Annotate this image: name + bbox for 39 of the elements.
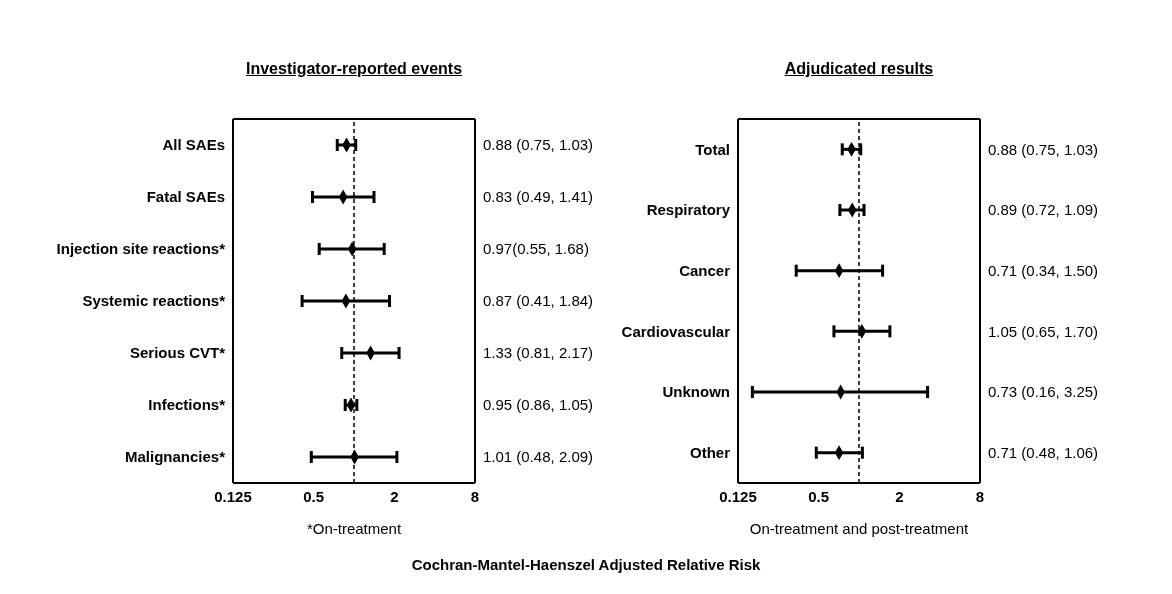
data-label: 0.83 (0.49, 1.41) <box>483 188 594 206</box>
data-label: 1.05 (0.65, 1.70) <box>988 322 1099 340</box>
y-tick-label: Malignancies* <box>124 448 226 466</box>
y-tick-label: All SAEs <box>162 136 225 154</box>
y-tick-label: Infections* <box>148 396 226 414</box>
data-label: 0.95 (0.86, 1.05) <box>483 396 594 414</box>
data-label: 0.97(0.55, 1.68) <box>483 240 589 258</box>
y-tick-label: Unknown <box>662 383 730 401</box>
x-tick-label: 0.125 <box>719 487 757 505</box>
x-tick-label: 8 <box>975 487 985 505</box>
chart-title: Investigator-reported events <box>244 60 464 78</box>
data-label: 0.88 (0.75, 1.03) <box>988 140 1099 158</box>
chart-title: Adjudicated results <box>783 60 935 78</box>
data-label: 1.33 (0.81, 2.17) <box>483 344 594 362</box>
data-label: 0.73 (0.16, 3.25) <box>988 383 1099 401</box>
y-tick-label: Serious CVT* <box>129 344 226 362</box>
y-tick-label: Injection site reactions* <box>56 240 226 258</box>
data-label: 0.71 (0.48, 1.06) <box>988 443 1099 461</box>
x-axis-title: *On-treatment <box>306 520 402 537</box>
x-tick-label: 0.5 <box>808 487 830 505</box>
y-tick-label: Systemic reactions* <box>82 292 226 310</box>
y-tick-label: Respiratory <box>646 201 731 219</box>
y-tick-label: Other <box>689 443 731 461</box>
data-label: 0.87 (0.41, 1.84) <box>483 292 594 310</box>
data-label: 0.71 (0.34, 1.50) <box>988 261 1099 279</box>
x-tick-label: 2 <box>390 487 399 505</box>
x-tick-label: 0.125 <box>214 487 252 505</box>
x-tick-label: 0.5 <box>303 487 325 505</box>
text: Cochran-Mantel-Haenszel Adjusted Relative Risk <box>410 556 762 573</box>
y-tick-label: Fatal SAEs <box>146 188 225 206</box>
data-label: 0.88 (0.75, 1.03) <box>483 136 594 154</box>
x-tick-label: 8 <box>470 487 480 505</box>
data-label: 0.89 (0.72, 1.09) <box>988 201 1099 219</box>
y-tick-label: Cardiovascular <box>621 322 731 340</box>
data-label: 1.01 (0.48, 2.09) <box>483 448 594 466</box>
y-tick-label: Cancer <box>679 261 731 279</box>
x-axis-title: On-treatment and post-treatment <box>749 520 970 537</box>
y-tick-label: Total <box>695 140 730 158</box>
x-tick-label: 2 <box>895 487 904 505</box>
